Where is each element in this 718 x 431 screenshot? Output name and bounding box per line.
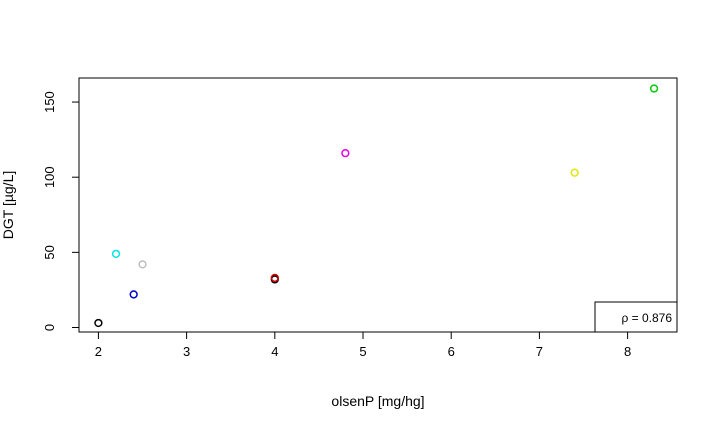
y-tick-label: 100 xyxy=(42,166,57,188)
data-point xyxy=(649,84,659,93)
y-tick-label: 50 xyxy=(42,245,57,259)
x-tick-label: 4 xyxy=(271,344,278,359)
data-point xyxy=(138,260,147,269)
x-tick-label: 2 xyxy=(95,344,102,359)
x-tick-label: 7 xyxy=(536,344,543,359)
x-tick-label: 5 xyxy=(359,344,366,359)
data-point xyxy=(94,318,103,328)
x-axis-label: olsenP [mg/hg] xyxy=(331,393,424,409)
data-point xyxy=(270,273,279,283)
data-point xyxy=(341,148,350,158)
y-axis-label: DGT [µg/L] xyxy=(0,171,16,240)
legend-box xyxy=(594,301,678,333)
x-tick-label: 6 xyxy=(448,344,455,359)
data-point xyxy=(111,249,121,258)
data-point xyxy=(129,290,138,299)
y-tick-label: 0 xyxy=(42,324,57,331)
x-axis: 2 3 4 5 6 7 8 xyxy=(95,331,631,359)
plot-frame xyxy=(78,77,678,333)
y-tick-label: 150 xyxy=(42,91,57,113)
correlation-legend: ρ = 0.876 xyxy=(594,301,678,333)
x-tick-label: 3 xyxy=(183,344,190,359)
x-tick-label: 8 xyxy=(624,344,631,359)
data-point xyxy=(570,168,579,177)
y-axis: 0 50 100 150 xyxy=(42,91,80,331)
data-points xyxy=(94,84,659,328)
legend-text: ρ = 0.876 xyxy=(621,311,672,325)
